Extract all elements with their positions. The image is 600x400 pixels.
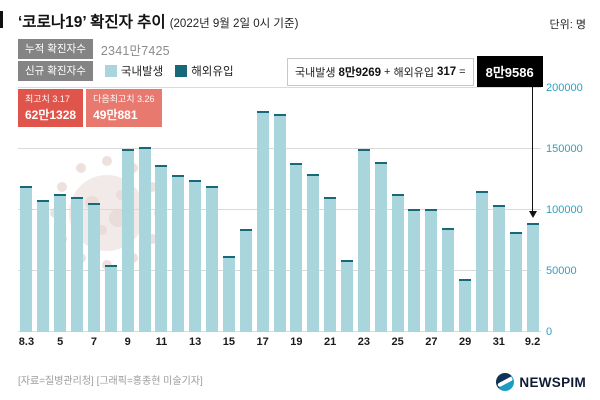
bar-8.3 bbox=[20, 185, 33, 332]
gridline bbox=[18, 87, 541, 88]
x-axis-tick-label: 7 bbox=[90, 336, 97, 348]
bar-8.8 bbox=[104, 264, 117, 332]
bar-8.18 bbox=[273, 114, 286, 332]
x-axis-tick-label: 23 bbox=[357, 336, 370, 348]
bar-8.21 bbox=[324, 196, 337, 332]
bar-8.14 bbox=[206, 186, 219, 332]
daily-breakdown-callout: 국내발생 8만9269 + 해외유입 317 = 8만9586 bbox=[287, 56, 543, 87]
peak-badge-record: 최고치 3.17 62만1328 bbox=[18, 89, 84, 127]
bar-8.19 bbox=[290, 162, 303, 332]
x-axis-tick-label: 17 bbox=[256, 336, 269, 348]
bar-8.27 bbox=[425, 208, 438, 332]
unit-label: 단위: 명 bbox=[549, 19, 586, 31]
bar-8.5 bbox=[54, 194, 67, 332]
legend-item-domestic: 국내발생 bbox=[104, 63, 164, 79]
x-axis-tick-label: 21 bbox=[323, 336, 337, 348]
bar-8.13 bbox=[189, 180, 202, 332]
plus-sign: + bbox=[384, 65, 391, 78]
x-axis-tick-label: 8.3 bbox=[18, 336, 35, 348]
bar-8.28 bbox=[442, 227, 455, 332]
page-title: ‘코로나19’ 확진자 추이 bbox=[18, 14, 166, 31]
breakdown-imported-label: 해외유입 bbox=[393, 66, 434, 79]
y-axis-tick-label: 150000 bbox=[546, 143, 583, 155]
x-axis-tick-label: 9 bbox=[124, 336, 131, 348]
cumulative-value: 2341만7425 bbox=[100, 43, 170, 58]
peak-badge-second: 다음최고치 3.26 49만881 bbox=[86, 89, 162, 127]
bar-8.29 bbox=[459, 279, 472, 332]
title-accent-bar bbox=[0, 11, 3, 28]
imported-color-swatch bbox=[175, 65, 188, 77]
x-axis-tick-label: 27 bbox=[425, 336, 438, 348]
callout-arrow-line bbox=[531, 82, 534, 211]
header: ‘코로나19’ 확진자 추이 (2022년 9월 2일 0시 기준) bbox=[18, 10, 298, 32]
y-axis-tick-label: 50000 bbox=[546, 265, 577, 277]
y-axis-tick-label: 100000 bbox=[546, 204, 583, 216]
breakdown-formula: 국내발생 8만9269 + 해외유입 317 = bbox=[287, 57, 474, 86]
peak-second-label: 다음최고치 3.26 bbox=[93, 94, 155, 104]
bar-chart: 0 50000 100000 150000 200000 8.3 5 7 9 11 13 15 17 19… bbox=[18, 82, 583, 348]
peak-record-label: 최고치 3.17 bbox=[25, 94, 70, 104]
x-axis-tick-label: 25 bbox=[391, 336, 404, 348]
equals-sign: = bbox=[459, 65, 466, 78]
x-axis-tick-label: 19 bbox=[290, 336, 303, 348]
bar-8.12 bbox=[172, 174, 185, 332]
bar-9.2 bbox=[526, 222, 539, 332]
bar-8.6 bbox=[71, 196, 84, 332]
bar-9.1 bbox=[509, 232, 522, 332]
page-subtitle: (2022년 9월 2일 0시 기준) bbox=[169, 18, 299, 30]
y-axis-tick-label: 0 bbox=[546, 326, 553, 338]
cumulative-label-badge: 누적 확진자수 bbox=[18, 39, 93, 59]
x-axis-tick-label: 29 bbox=[458, 336, 472, 348]
y-axis-tick-label: 200000 bbox=[546, 82, 583, 94]
legend-imported-label: 해외유입 bbox=[191, 66, 234, 78]
breakdown-domestic-label: 국내발생 bbox=[295, 66, 336, 79]
bar-8.22 bbox=[340, 259, 353, 332]
peak-badges: 최고치 3.17 62만1328 다음최고치 3.26 49만881 bbox=[18, 89, 162, 127]
x-axis-tick-label: 5 bbox=[57, 336, 64, 348]
bar-8.17 bbox=[256, 111, 269, 332]
bar-8.16 bbox=[239, 229, 252, 332]
bar-8.31 bbox=[492, 205, 505, 332]
new-cases-label-badge: 신규 확진자수 bbox=[18, 61, 93, 81]
bar-8.26 bbox=[408, 208, 421, 332]
bar-8.7 bbox=[87, 203, 100, 332]
bar-8.15 bbox=[222, 256, 235, 332]
newspim-logo[interactable]: NEWSPIM bbox=[496, 373, 586, 391]
peak-second-value: 49만881 bbox=[93, 108, 138, 122]
x-axis-tick-label: 31 bbox=[492, 336, 505, 348]
newspim-logo-icon bbox=[496, 373, 515, 391]
bar-8.10 bbox=[138, 146, 151, 332]
bar-8.4 bbox=[37, 200, 50, 332]
x-axis-tick-label: 11 bbox=[155, 336, 168, 348]
newspim-logo-text: NEWSPIM bbox=[519, 374, 586, 390]
source-credit: [자료=질병관리청] [그래픽=홍종현 미술기자] bbox=[18, 376, 203, 387]
bar-8.11 bbox=[155, 164, 168, 332]
new-cases-row: 신규 확진자수 국내발생 해외유입 bbox=[18, 61, 234, 81]
bar-8.9 bbox=[121, 149, 134, 332]
callout-arrow-head bbox=[528, 210, 537, 218]
bar-8.23 bbox=[357, 148, 370, 332]
legend-item-imported: 해외유입 bbox=[175, 63, 234, 79]
x-axis-tick-label: 13 bbox=[189, 336, 202, 348]
bar-8.20 bbox=[307, 174, 320, 332]
bar-8.24 bbox=[374, 162, 387, 332]
breakdown-imported-value: 317 bbox=[436, 65, 457, 78]
legend-domestic-label: 국내발생 bbox=[120, 66, 164, 78]
cumulative-row: 누적 확진자수 2341만7425 bbox=[18, 39, 170, 59]
bar-8.30 bbox=[475, 190, 488, 332]
x-axis-tick-label: 15 bbox=[222, 336, 235, 348]
breakdown-domestic-value: 8만9269 bbox=[338, 66, 382, 79]
peak-record-value: 62만1328 bbox=[25, 108, 77, 122]
domestic-color-swatch bbox=[104, 65, 117, 77]
x-axis-tick-label: 9.2 bbox=[524, 336, 541, 348]
total-cases-badge: 8만9586 bbox=[476, 56, 543, 87]
bar-8.25 bbox=[391, 193, 404, 332]
